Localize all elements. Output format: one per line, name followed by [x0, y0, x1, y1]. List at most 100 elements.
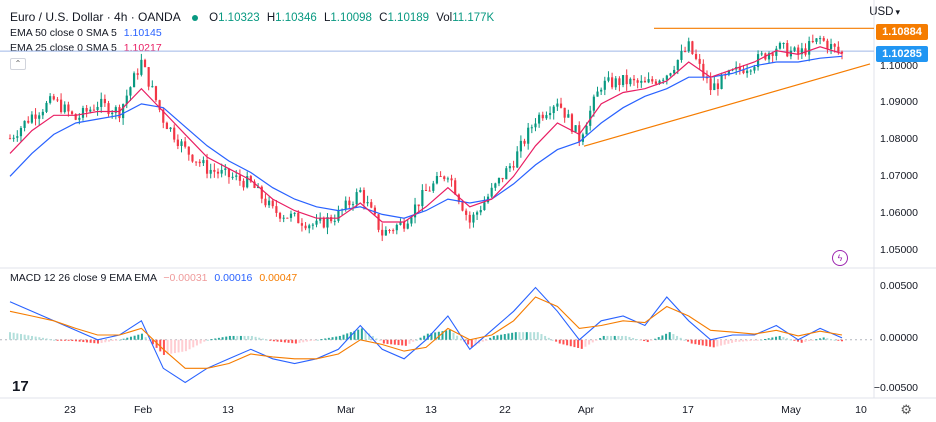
- candle: [30, 114, 33, 123]
- macd-histogram-bar: [291, 339, 294, 344]
- tradingview-logo[interactable]: 17: [12, 378, 29, 395]
- candle: [490, 187, 493, 197]
- candle: [713, 83, 716, 91]
- candle: [403, 221, 406, 229]
- candle: [253, 181, 256, 188]
- candle: [23, 120, 26, 128]
- candle: [541, 114, 544, 119]
- chart-legend: Euro / U.S. Dollar · 4h · OANDA O1.10323…: [10, 9, 494, 26]
- macd-histogram-bar: [93, 339, 96, 344]
- macd-histogram-bar: [632, 337, 635, 340]
- macd-histogram-bar: [643, 339, 646, 342]
- collapse-legend-icon[interactable]: ⌃: [10, 58, 26, 70]
- candle: [100, 98, 103, 107]
- macd-histogram-bar: [756, 339, 759, 341]
- macd-histogram-bar: [621, 335, 624, 340]
- last-price-badge: 1.10285: [876, 46, 928, 62]
- candle: [574, 125, 577, 132]
- macd-histogram-bar: [85, 339, 88, 343]
- candle: [216, 171, 220, 174]
- candle: [662, 79, 665, 81]
- macd-histogram-bar: [566, 339, 569, 346]
- lightning-icon[interactable]: ϟ: [832, 250, 848, 266]
- candle: [534, 123, 537, 128]
- macd-histogram-bar: [203, 339, 206, 342]
- macd-histogram-bar: [49, 339, 52, 341]
- macd-histogram-bar: [159, 339, 162, 352]
- macd-histogram-bar: [544, 335, 547, 340]
- candle: [370, 202, 373, 208]
- resistance-price-badge: 1.10884: [876, 24, 928, 40]
- macd-histogram-bar: [177, 339, 180, 353]
- candle: [840, 51, 844, 54]
- candle: [129, 87, 132, 96]
- macd-histogram-bar: [771, 337, 774, 340]
- macd-histogram-bar: [371, 335, 374, 340]
- macd-histogram-bar: [705, 339, 708, 347]
- candle: [742, 70, 745, 74]
- macd-histogram-bar: [419, 337, 422, 340]
- macd-histogram-bar: [309, 339, 312, 342]
- candle: [70, 111, 74, 114]
- macd-histogram-bar: [276, 339, 279, 342]
- candle: [278, 212, 282, 219]
- macd-line-value: 0.00016: [214, 272, 253, 284]
- candle: [501, 177, 504, 180]
- macd-histogram-bar: [232, 335, 235, 340]
- macd-histogram-bar: [254, 336, 257, 340]
- macd-histogram-bar: [808, 339, 811, 342]
- macd-histogram-bar: [27, 335, 30, 340]
- candle: [176, 139, 179, 147]
- price-tick: 1.06000: [880, 207, 918, 219]
- macd-histogram-bar: [749, 339, 752, 342]
- candle: [125, 95, 128, 105]
- candle: [727, 70, 730, 75]
- macd-histogram-bar: [712, 339, 715, 348]
- ema50-legend[interactable]: EMA 50 close 0 SMA 5 1.10145: [10, 27, 162, 39]
- macd-histogram-bar: [239, 335, 242, 340]
- candle: [457, 194, 460, 202]
- macd-histogram-bar: [184, 339, 187, 352]
- macd-histogram-bar: [415, 339, 418, 341]
- macd-histogram-bar: [745, 339, 748, 342]
- ohlc-values: O1.10323 H1.10346 L1.10098 C1.10189 Vol1…: [209, 12, 495, 24]
- macd-legend[interactable]: MACD 12 26 close 9 EMA EMA −0.00031 0.00…: [10, 272, 297, 284]
- macd-histogram-bar: [503, 334, 506, 340]
- candle: [698, 58, 701, 64]
- macd-histogram-bar: [225, 336, 228, 340]
- macd-histogram-bar: [126, 337, 129, 340]
- gear-icon[interactable]: ⚙: [900, 402, 912, 417]
- macd-label: MACD 12 26 close 9 EMA EMA: [10, 272, 157, 284]
- candle: [300, 223, 304, 226]
- macd-histogram-bar: [467, 339, 470, 345]
- macd-histogram-bar: [580, 339, 583, 349]
- time-tick: 22: [499, 404, 511, 416]
- macd-histogram-bar: [393, 339, 396, 345]
- candle: [680, 51, 683, 60]
- macd-histogram-bar: [426, 333, 429, 340]
- macd-histogram-bar: [236, 335, 239, 340]
- macd-histogram-bar: [111, 339, 114, 342]
- macd-histogram-bar: [797, 339, 800, 342]
- candle: [683, 51, 687, 53]
- candle: [143, 59, 147, 68]
- macd-histogram-bar: [162, 339, 165, 355]
- macd-histogram-bar: [599, 338, 602, 340]
- macd-histogram-bar: [789, 339, 792, 341]
- time-tick: 13: [222, 404, 234, 416]
- symbol-title[interactable]: Euro / U.S. Dollar · 4h · OANDA: [10, 10, 181, 24]
- macd-histogram-bar: [364, 330, 367, 340]
- candle: [669, 73, 672, 76]
- macd-histogram-bar: [144, 337, 147, 340]
- macd-histogram-bar: [261, 338, 264, 340]
- macd-histogram-bar: [716, 339, 719, 347]
- macd-histogram-bar: [646, 339, 649, 343]
- macd-histogram-bar: [71, 339, 74, 342]
- candle: [647, 79, 650, 83]
- currency-selector[interactable]: USD ▾: [869, 6, 900, 18]
- candle: [432, 183, 435, 191]
- candle: [154, 86, 158, 101]
- macd-histogram-bar: [316, 339, 319, 341]
- candle: [158, 100, 161, 110]
